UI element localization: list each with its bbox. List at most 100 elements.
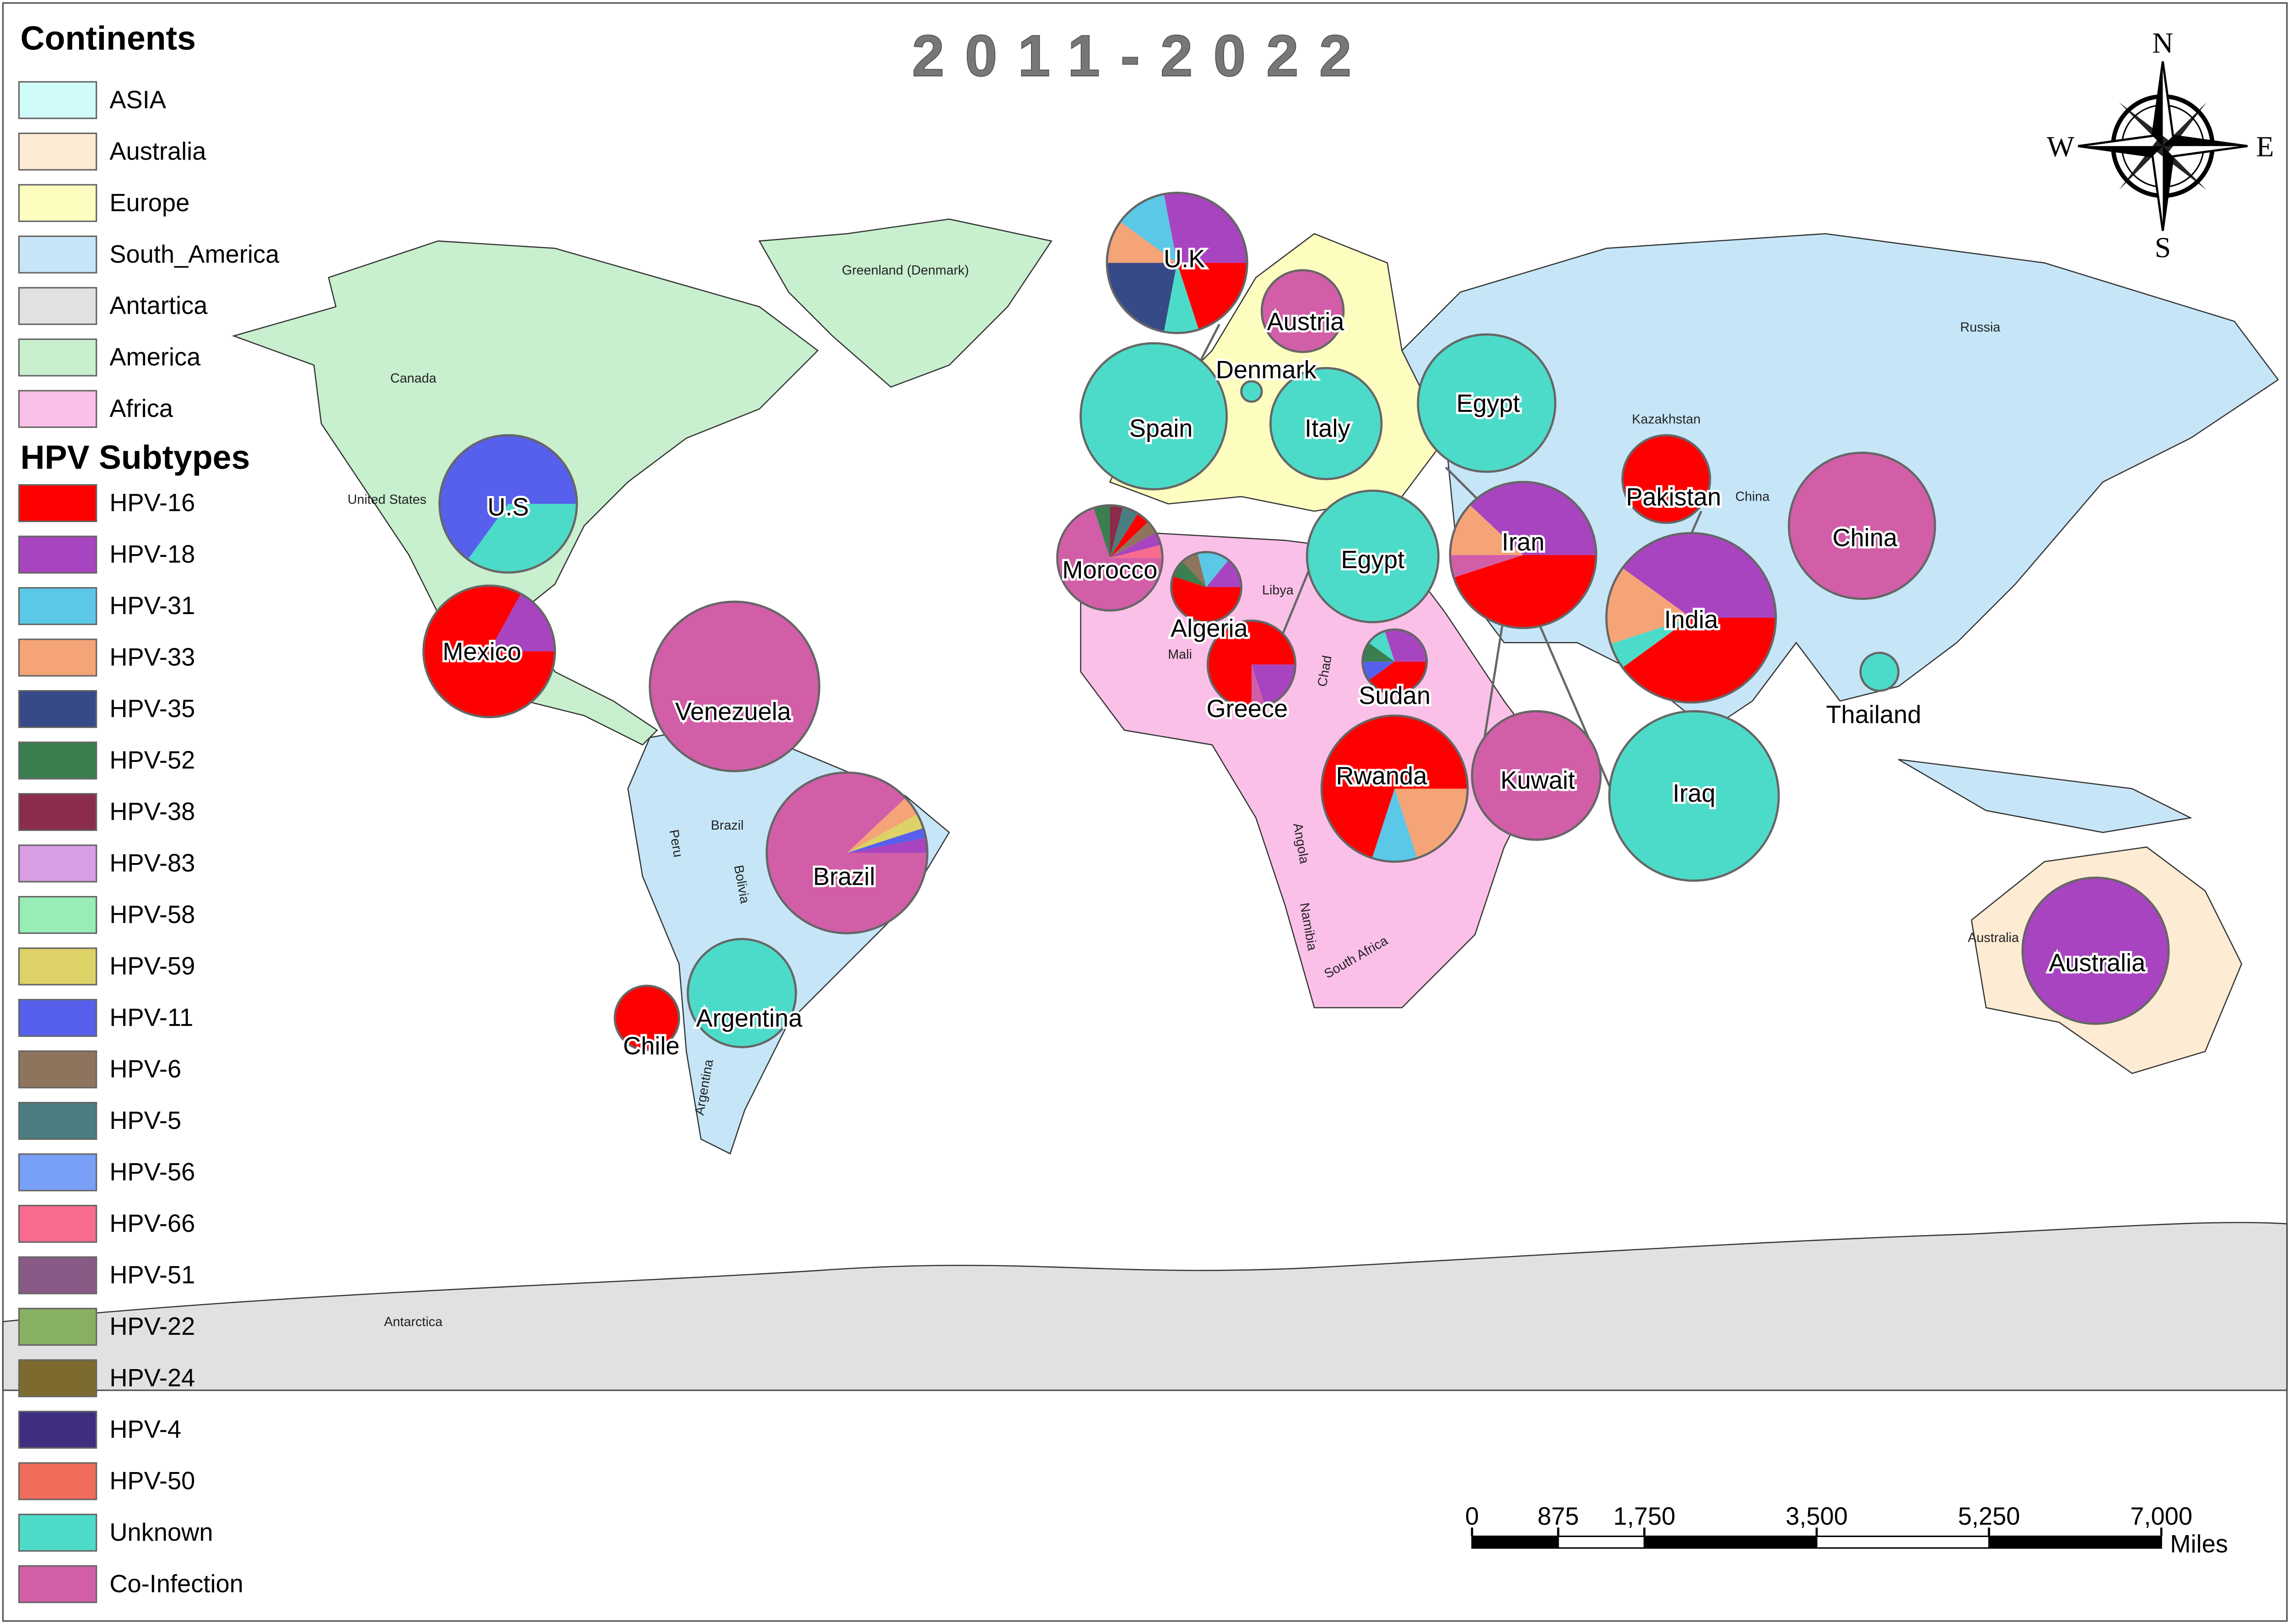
pie-label: Italy [1305, 415, 1350, 442]
legend-swatch [18, 896, 97, 934]
pie-slice [1208, 620, 1295, 708]
pie-slice [1385, 629, 1427, 662]
pie [1320, 714, 1469, 863]
map-label: Libya [1262, 583, 1294, 598]
legend-swatch [18, 81, 97, 119]
legend-swatch [18, 587, 97, 626]
pie-slice [1241, 381, 1262, 402]
pie-label: Morocco [1062, 556, 1157, 584]
pie-outline [1240, 380, 1263, 403]
pie-outline [1417, 333, 1557, 473]
legend-swatch [18, 1050, 97, 1089]
pie-slice [650, 601, 820, 772]
legend-label: Unknown [109, 1519, 213, 1546]
scale-tick-label: 3,500 [1786, 1503, 1848, 1530]
map-label: Kazakhstan [1632, 412, 1700, 427]
map-label: Greenland (Denmark) [842, 263, 969, 278]
pie-slice [1093, 505, 1110, 558]
pie-outline [1079, 342, 1228, 491]
pie [1621, 434, 1711, 524]
compass-n: N [2152, 27, 2173, 59]
pie [1417, 333, 1557, 473]
compass-e: E [2256, 130, 2274, 163]
pie-outline [1621, 434, 1711, 524]
pie-outline [422, 584, 556, 718]
legend-label: HPV-5 [109, 1107, 181, 1134]
pie-slice [1470, 482, 1597, 555]
pie-outline [1106, 191, 1248, 335]
legend-label: HPV-6 [109, 1056, 181, 1083]
pie [1269, 367, 1383, 480]
pie-label: Chile [623, 1032, 680, 1060]
pie-slice [1622, 533, 1776, 618]
pie [1605, 532, 1777, 704]
pie-label: Thailand [1826, 701, 1921, 728]
pie-slice [1110, 522, 1156, 558]
pie [1079, 342, 1228, 491]
legend-label: Antartica [109, 292, 208, 319]
legend-swatch [18, 947, 97, 986]
scale-tick-label: 875 [1538, 1503, 1579, 1530]
pie-label: Argentina [696, 1005, 803, 1032]
legend-label: HPV-50 [109, 1467, 195, 1495]
pie-slice [1322, 715, 1468, 858]
legend-label: HPV-18 [109, 541, 195, 568]
compass: N E S W [2047, 27, 2274, 264]
pie-outline [1306, 490, 1440, 624]
pie-slice [468, 504, 577, 573]
pie-slice [847, 828, 926, 853]
pie-slice [1609, 711, 1779, 881]
pie-label: Australia [2049, 949, 2146, 977]
maritime-asia [1898, 759, 2193, 833]
pie-label: Austria [1267, 308, 1345, 335]
legend-label: South_America [109, 241, 280, 268]
pie-slice [1173, 561, 1207, 588]
scale-segment [1988, 1535, 2162, 1549]
pie-slice [1472, 711, 1601, 840]
legend-label: HPV-31 [109, 592, 195, 620]
pie-outline [1787, 452, 1936, 600]
pie-outline [438, 434, 578, 574]
pie [1449, 480, 1597, 629]
legend-swatch [18, 1153, 97, 1192]
pie-outline [1260, 269, 1345, 353]
legend-label: HPV-38 [109, 798, 195, 825]
pie-slice [766, 772, 928, 933]
scale-tick-label: 7,000 [2130, 1503, 2192, 1530]
scale-segment [1643, 1535, 1818, 1549]
pie-slice [1182, 553, 1207, 588]
legend-swatch [18, 638, 97, 677]
pie [1306, 490, 1440, 624]
pie [438, 434, 578, 574]
pie [1787, 452, 1936, 600]
legend-label: HPV-11 [109, 1004, 193, 1031]
legend-label: HPV-16 [109, 489, 195, 517]
pie-slice [1368, 661, 1427, 694]
pie-slice [1606, 568, 1691, 644]
pie-slice [1368, 631, 1395, 662]
legend-label: HPV-24 [109, 1364, 195, 1392]
legend-label: Australia [109, 138, 206, 165]
pie-slice [1307, 491, 1439, 622]
pie-outline [1361, 628, 1428, 695]
pie-outline [1056, 504, 1164, 612]
pie-outline [686, 938, 797, 1048]
legend-label: HPV-22 [109, 1313, 195, 1340]
pie-outline [1605, 532, 1777, 704]
map-label: China [1735, 490, 1770, 504]
pie-outline [766, 771, 928, 934]
pie-label: Egypt [1341, 546, 1404, 574]
legend-swatch [18, 287, 97, 325]
pie-label: Egypt [1457, 390, 1520, 417]
pie-slice [1362, 642, 1395, 662]
pie-slice [847, 814, 923, 853]
pie-slice [1610, 618, 1691, 668]
pie-slice [1057, 507, 1163, 611]
pie-label: Iraq [1673, 780, 1715, 807]
pie-slice [1197, 552, 1229, 588]
pie [614, 984, 680, 1052]
pie-slice [1450, 505, 1523, 555]
legend-swatch [18, 1256, 97, 1295]
legend-swatch [18, 1565, 97, 1603]
legend-swatch [18, 1101, 97, 1140]
